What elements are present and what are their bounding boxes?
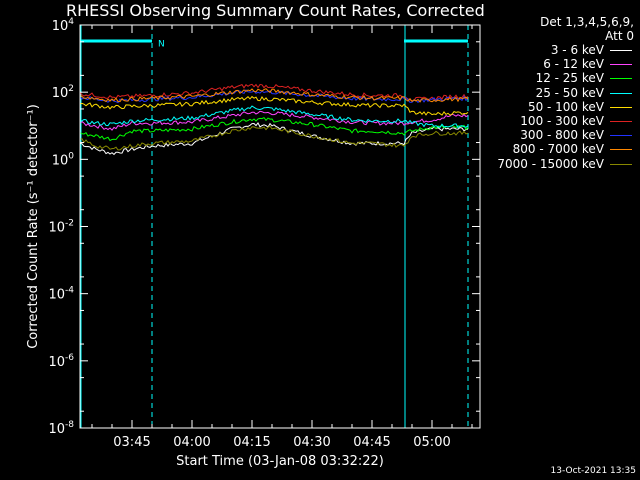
- annotation-0: N: [158, 40, 165, 50]
- legend-entry: 50 - 100 keV: [472, 100, 632, 114]
- y-tick-label-0: 104: [52, 17, 75, 34]
- legend-swatch: [610, 78, 632, 80]
- x-axis-label: Start Time (03-Jan-08 03:32:22): [176, 454, 384, 469]
- legend-entry: 100 - 300 keV: [472, 114, 632, 128]
- y-tick-label-3: 10-2: [48, 219, 74, 236]
- legend-label: 25 - 50 keV: [535, 85, 604, 100]
- legend-swatch: [610, 149, 632, 151]
- y-tick-label-1: 102: [52, 84, 74, 101]
- legend-entry: 25 - 50 keV: [472, 86, 632, 100]
- legend-header-detectors: Det 1,3,4,5,6,9,: [540, 15, 634, 29]
- legend-label: 100 - 300 keV: [520, 114, 604, 128]
- legend-label: 12 - 25 keV: [535, 71, 604, 86]
- chart-title: RHESSI Observing Summary Count Rates, Co…: [66, 1, 485, 20]
- x-tick-label-5: 05:00: [413, 435, 450, 450]
- plot-frame: [79, 24, 481, 429]
- x-tick-label-2: 04:15: [233, 435, 270, 450]
- y-tick-label-2: 100: [52, 151, 75, 168]
- x-tick-label-1: 04:00: [173, 435, 210, 450]
- legend-swatch: [610, 106, 632, 108]
- x-tick-label-4: 04:45: [353, 435, 390, 450]
- legend-header-attenuator: Att 0: [605, 29, 634, 43]
- series-line-2: [79, 116, 469, 142]
- y-tick-label-5: 10-6: [48, 353, 74, 370]
- legend-label: 300 - 800 keV: [520, 128, 604, 143]
- series-line-0: [79, 121, 469, 156]
- legend-entry: 12 - 25 keV: [472, 71, 632, 85]
- timestamp: 13-Oct-2021 13:35: [550, 466, 636, 476]
- series-line-3: [79, 105, 469, 129]
- legend-label: 50 - 100 keV: [527, 99, 604, 114]
- x-tick-label-0: 03:45: [113, 435, 150, 450]
- series-line-1: [79, 110, 469, 131]
- legend-swatch: [610, 135, 632, 137]
- x-tick-label-3: 04:30: [293, 435, 330, 450]
- series-line-8: [79, 125, 469, 151]
- legend-entry: 7000 - 15000 keV: [472, 157, 632, 171]
- legend-entry: 800 - 7000 keV: [472, 142, 632, 156]
- y-tick-label-4: 10-4: [48, 286, 74, 303]
- legend-swatch: [610, 50, 632, 51]
- legend-label: 6 - 12 keV: [543, 57, 604, 72]
- series-line-4: [79, 95, 469, 116]
- series-line-6: [79, 89, 469, 104]
- y-tick-label-6: 10-8: [48, 420, 74, 437]
- legend-entry: 3 - 6 keV: [472, 43, 632, 57]
- legend-swatch: [610, 64, 632, 66]
- y-axis-label: Corrected Count Rate (s⁻¹ detector⁻¹): [26, 104, 41, 349]
- series-line-7: [79, 88, 469, 103]
- legend-label: 7000 - 15000 keV: [497, 156, 604, 171]
- legend-entry: 6 - 12 keV: [472, 57, 632, 71]
- legend-label: 3 - 6 keV: [550, 43, 604, 57]
- legend-swatch: [610, 92, 632, 94]
- legend-swatch: [610, 121, 632, 122]
- legend-swatch: [610, 163, 632, 165]
- legend-label: 800 - 7000 keV: [512, 142, 604, 157]
- legend-entry: 300 - 800 keV: [472, 128, 632, 142]
